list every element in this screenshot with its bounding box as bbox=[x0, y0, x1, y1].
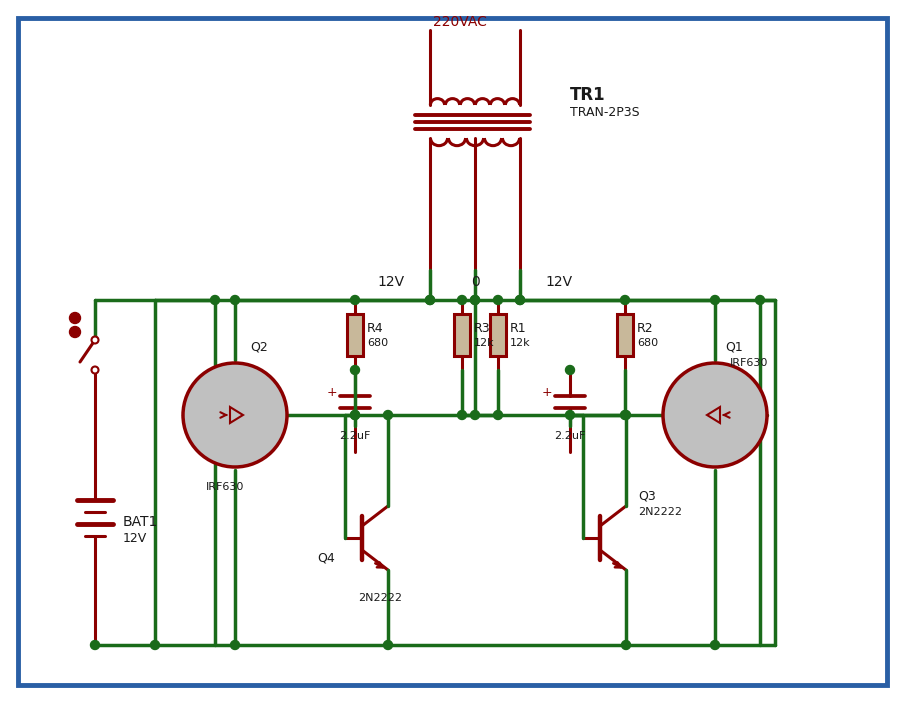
Circle shape bbox=[91, 337, 99, 344]
Text: 2N2222: 2N2222 bbox=[638, 507, 682, 517]
Text: +: + bbox=[327, 387, 338, 399]
Circle shape bbox=[425, 295, 434, 304]
Circle shape bbox=[622, 411, 631, 420]
Circle shape bbox=[231, 295, 240, 304]
Text: 12k: 12k bbox=[510, 338, 530, 348]
Text: Q3: Q3 bbox=[638, 489, 656, 503]
Circle shape bbox=[516, 295, 525, 304]
Circle shape bbox=[425, 295, 434, 304]
Text: 0: 0 bbox=[471, 275, 480, 289]
Circle shape bbox=[710, 295, 719, 304]
Circle shape bbox=[663, 363, 767, 467]
Text: 2.2uF: 2.2uF bbox=[339, 431, 371, 441]
Circle shape bbox=[621, 411, 630, 420]
Circle shape bbox=[350, 366, 359, 375]
Text: 12V: 12V bbox=[545, 275, 572, 289]
Circle shape bbox=[621, 295, 630, 304]
Text: +: + bbox=[542, 387, 552, 399]
Text: Q4: Q4 bbox=[318, 551, 335, 565]
Text: 12V: 12V bbox=[378, 275, 405, 289]
Circle shape bbox=[566, 366, 575, 375]
Circle shape bbox=[211, 295, 220, 304]
Text: IRF630: IRF630 bbox=[730, 358, 768, 368]
Circle shape bbox=[458, 295, 466, 304]
Text: 680: 680 bbox=[637, 338, 658, 348]
Circle shape bbox=[471, 295, 480, 304]
Bar bbox=[454, 314, 470, 356]
Circle shape bbox=[350, 295, 359, 304]
Circle shape bbox=[231, 640, 240, 650]
Circle shape bbox=[516, 295, 525, 304]
Text: 12k: 12k bbox=[474, 338, 495, 348]
Text: TRAN-2P3S: TRAN-2P3S bbox=[570, 105, 640, 119]
Bar bbox=[617, 314, 633, 356]
Circle shape bbox=[471, 411, 480, 420]
Circle shape bbox=[622, 640, 631, 650]
Text: BAT1: BAT1 bbox=[123, 515, 158, 529]
Text: R1: R1 bbox=[510, 323, 527, 335]
Text: 2.2uF: 2.2uF bbox=[554, 431, 586, 441]
Circle shape bbox=[384, 640, 393, 650]
Circle shape bbox=[150, 640, 159, 650]
Circle shape bbox=[183, 363, 287, 467]
Circle shape bbox=[350, 411, 359, 420]
Circle shape bbox=[493, 411, 502, 420]
Text: R3: R3 bbox=[474, 323, 491, 335]
Text: TR1: TR1 bbox=[570, 86, 605, 104]
Text: R4: R4 bbox=[367, 323, 384, 335]
Circle shape bbox=[350, 411, 359, 420]
Text: Q2: Q2 bbox=[250, 340, 268, 354]
Circle shape bbox=[756, 295, 765, 304]
Circle shape bbox=[70, 313, 81, 323]
Text: 12V: 12V bbox=[123, 531, 148, 545]
Text: 220VAC: 220VAC bbox=[433, 15, 487, 29]
Bar bbox=[490, 314, 506, 356]
Circle shape bbox=[384, 411, 393, 420]
Circle shape bbox=[458, 411, 466, 420]
Circle shape bbox=[90, 640, 100, 650]
Text: Q1: Q1 bbox=[725, 340, 743, 354]
Circle shape bbox=[91, 366, 99, 373]
Text: IRF630: IRF630 bbox=[205, 482, 244, 492]
Text: R2: R2 bbox=[637, 323, 653, 335]
Text: 2N2222: 2N2222 bbox=[358, 593, 402, 603]
Text: 680: 680 bbox=[367, 338, 388, 348]
Circle shape bbox=[471, 295, 480, 304]
Bar bbox=[347, 314, 363, 356]
Circle shape bbox=[710, 640, 719, 650]
Circle shape bbox=[70, 326, 81, 337]
Circle shape bbox=[566, 411, 575, 420]
Circle shape bbox=[493, 295, 502, 304]
